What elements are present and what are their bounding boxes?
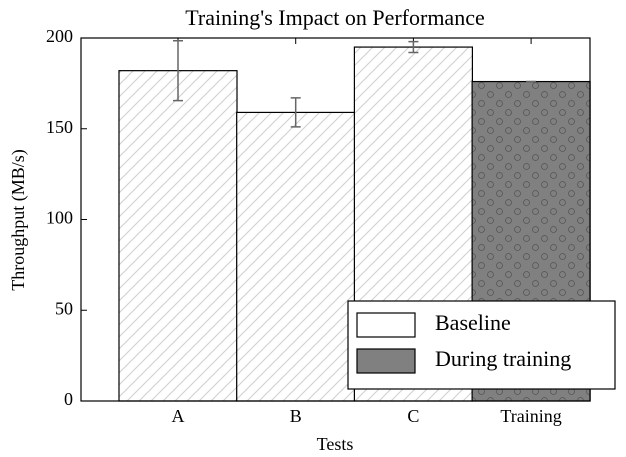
error-bar (173, 39, 183, 102)
y-tick-label: 50 (55, 298, 73, 318)
error-bar (408, 40, 419, 54)
x-tick-label: Training (500, 406, 561, 426)
bar (236, 111, 356, 402)
legend-swatch (356, 348, 416, 374)
y-tick-label: 0 (64, 389, 73, 409)
y-tick-label: 200 (46, 26, 73, 46)
x-tick-label: B (290, 406, 302, 426)
error-bar (290, 97, 301, 128)
legend-label: Baseline (435, 310, 511, 335)
x-tick-label: A (172, 406, 185, 426)
y-tick-label: 100 (46, 208, 73, 228)
y-tick-label: 150 (46, 117, 73, 137)
bar (118, 70, 238, 402)
y-axis-label: Throughput (MB/s) (8, 149, 29, 291)
x-tick-label: C (407, 406, 419, 426)
chart-title: Training's Impact on Performance (185, 5, 484, 30)
plot-frame (80, 37, 591, 402)
x-axis-label: Tests (317, 434, 354, 454)
legend-swatch (356, 312, 416, 338)
legend-label: During training (435, 346, 571, 371)
